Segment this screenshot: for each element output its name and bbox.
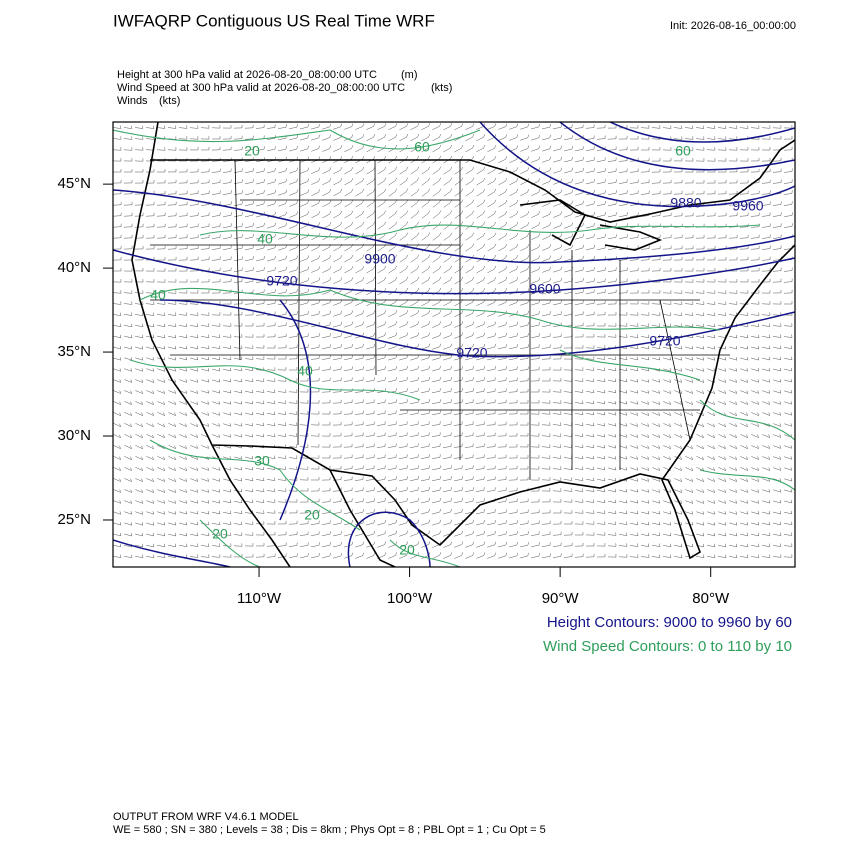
field-units: (kts) [159, 95, 180, 107]
x-tick-label: 80°W [692, 590, 730, 607]
legend-height: Height Contours: 9000 to 9960 by 60 [547, 614, 792, 631]
wind-barbs [113, 123, 793, 559]
height-contour [609, 122, 795, 143]
height-contour [479, 122, 795, 208]
axis-ticks: 110°W 100°W 90°W 80°W 45°N 40°N 35°N 30°N 25°N [57, 175, 729, 607]
speed-label: 40 [297, 363, 313, 379]
field-units: (m) [401, 69, 418, 81]
x-tick-label: 100°W [387, 590, 433, 607]
height-label: 9960 [732, 198, 763, 214]
field-name: Height at 300 hPa valid at 2026-08-20_08… [117, 69, 377, 81]
x-tick-label: 110°W [237, 590, 282, 607]
speed-label: 60 [675, 143, 691, 159]
wind-barb-field [113, 123, 793, 559]
mexico-coast [211, 444, 396, 567]
x-tick-label: 90°W [542, 590, 580, 607]
speed-label: 40 [257, 231, 273, 247]
speed-label: 60 [414, 139, 430, 155]
lakes [519, 199, 663, 251]
height-contour [559, 122, 795, 171]
field-name: Winds [117, 95, 148, 107]
height-contour [113, 539, 231, 567]
speed-contour [699, 399, 795, 491]
height-label: 9900 [364, 251, 395, 267]
speed-contour [149, 439, 461, 567]
speed-contour [199, 224, 761, 238]
field-units: (kts) [431, 82, 452, 94]
footer-line: OUTPUT FROM WRF V4.6.1 MODEL [113, 811, 299, 823]
height-contour [113, 189, 795, 264]
footer-line: WE = 580 ; SN = 380 ; Levels = 38 ; Dis … [113, 824, 546, 836]
speed-contour [113, 129, 481, 150]
height-label: 9720 [456, 345, 487, 361]
speed-label: 40 [150, 287, 166, 303]
height-label: 9600 [529, 281, 560, 297]
y-tick-label: 30°N [57, 427, 91, 444]
legend-speed: Wind Speed Contours: 0 to 110 by 10 [543, 638, 792, 655]
field-name: Wind Speed at 300 hPa valid at 2026-08-2… [117, 82, 405, 94]
y-tick-label: 45°N [57, 175, 91, 192]
map-frame [112, 121, 796, 568]
height-label: 9720 [266, 273, 297, 289]
y-tick-label: 35°N [57, 343, 91, 360]
height-contour [113, 249, 795, 295]
height-label: 9880 [670, 195, 701, 211]
coastline [131, 122, 795, 560]
speed-label: 20 [304, 507, 320, 523]
y-tick-label: 40°N [57, 259, 91, 276]
map: 9900 9720 9600 9720 9720 9880 9960 20 60… [57, 121, 796, 607]
speed-label: 20 [399, 542, 415, 558]
state-lines [150, 159, 730, 480]
init-time: Init: 2026-08-16_00:00:00 [670, 20, 796, 32]
height-label: 9720 [649, 333, 680, 349]
height-contour [279, 299, 431, 567]
border [150, 139, 795, 223]
y-tick-label: 25°N [57, 511, 91, 528]
speed-contour [129, 349, 701, 401]
speed-contour [139, 287, 721, 331]
height-contour [159, 299, 795, 358]
speed-label: 30 [254, 453, 270, 469]
speed-label: 20 [244, 143, 260, 159]
title: IWFAQRP Contiguous US Real Time WRF [113, 11, 435, 30]
speed-label: 20 [212, 526, 228, 542]
